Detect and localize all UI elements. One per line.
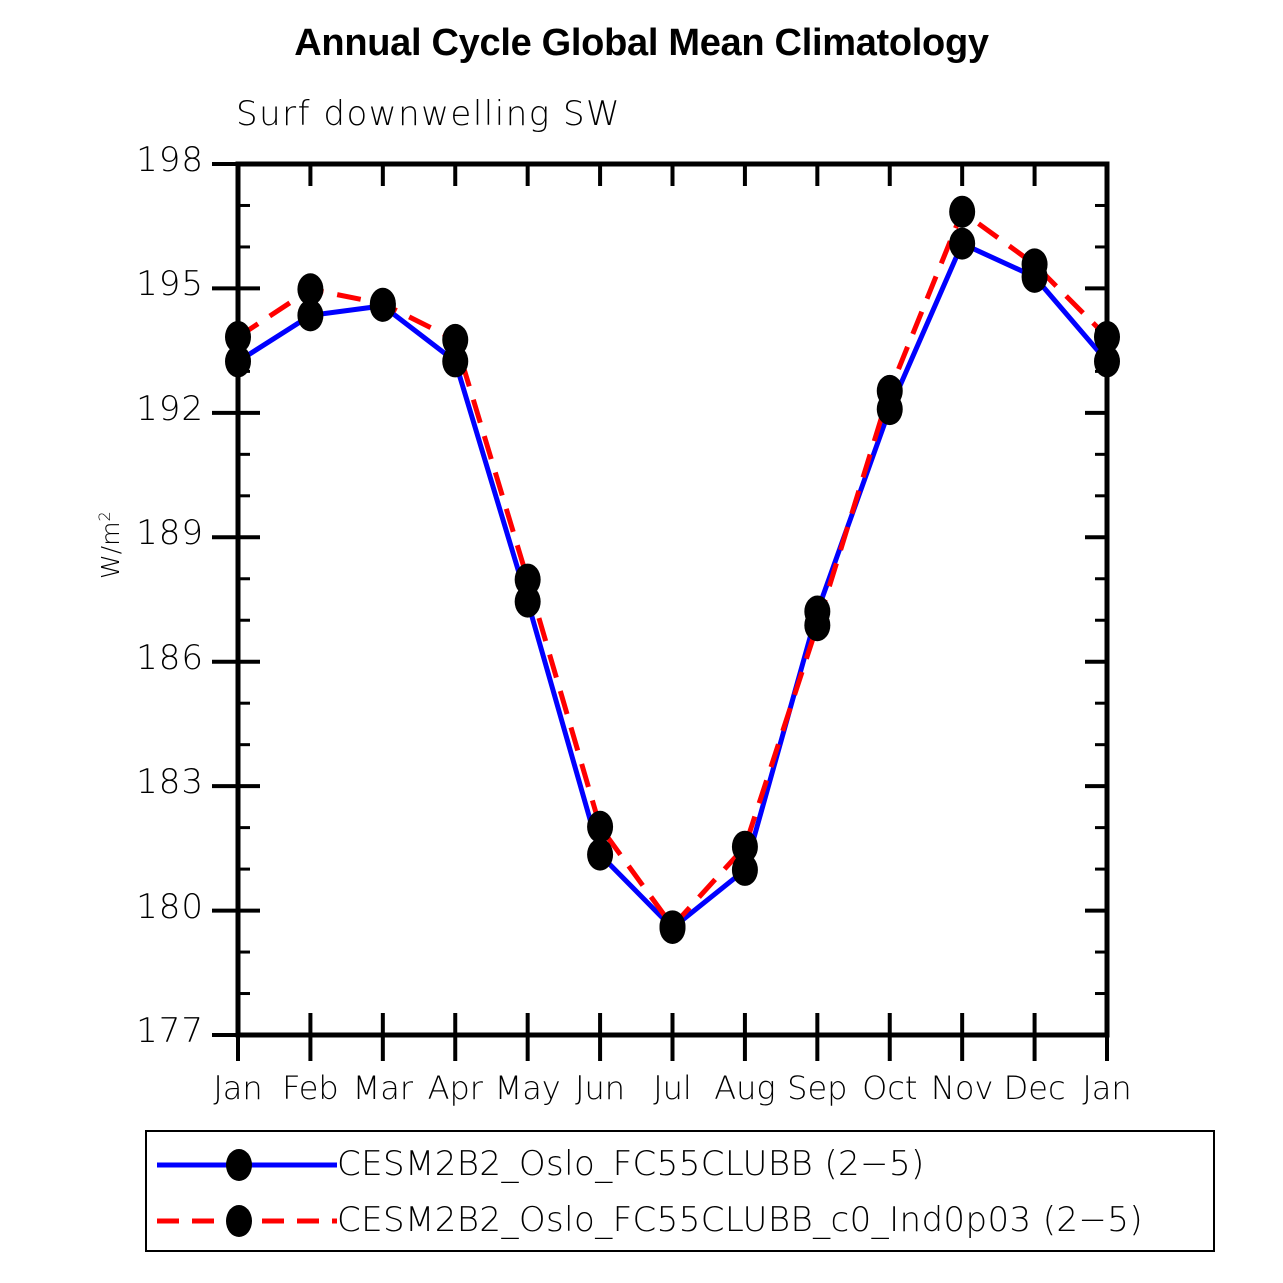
data-point xyxy=(1021,248,1048,281)
y-tick-label: 180 xyxy=(136,886,204,927)
legend: CESM2B2_Oslo_FC55CLUBB (2−5) CESM2B2_Osl… xyxy=(145,1130,1215,1252)
series-line-1 xyxy=(236,207,1109,931)
y-tick-label: 192 xyxy=(136,388,204,429)
data-point xyxy=(442,323,469,356)
data-point xyxy=(587,810,614,843)
y-tick-label: 186 xyxy=(136,637,204,678)
x-tick-label: Jan xyxy=(213,1069,263,1107)
legend-label-0: CESM2B2_Oslo_FC55CLUBB (2−5) xyxy=(337,1144,925,1184)
y-tick-label: 195 xyxy=(136,264,204,305)
y-tick-label: 198 xyxy=(136,140,204,180)
x-tick-label: Jan xyxy=(1082,1069,1132,1107)
data-point xyxy=(587,838,614,871)
data-point xyxy=(876,374,903,407)
legend-item-0[interactable]: CESM2B2_Oslo_FC55CLUBB (2−5) xyxy=(147,1136,1213,1194)
legend-item-1[interactable]: CESM2B2_Oslo_FC55CLUBB_c0_Ind0p03 (2−5) xyxy=(147,1192,1213,1250)
data-point xyxy=(225,320,251,353)
y-tick-label: 183 xyxy=(136,762,204,803)
legend-label-1: CESM2B2_Oslo_FC55CLUBB_c0_Ind0p03 (2−5) xyxy=(337,1200,1144,1240)
data-point xyxy=(659,910,686,943)
data-point xyxy=(804,609,831,642)
series-line-0 xyxy=(236,240,1109,932)
series-markers xyxy=(225,195,1120,944)
legend-swatch-1 xyxy=(157,1205,337,1237)
data-point xyxy=(297,299,324,332)
axis-frame-rect xyxy=(235,161,1110,1038)
x-tick-label: Oct xyxy=(862,1069,918,1107)
x-tick-label: Mar xyxy=(352,1069,414,1107)
data-point xyxy=(949,227,976,260)
data-point xyxy=(225,345,251,378)
x-tick-label: Aug xyxy=(714,1069,776,1107)
x-tick-label: Apr xyxy=(427,1069,483,1107)
y-tick-label: 177 xyxy=(136,1011,204,1051)
data-point xyxy=(369,287,396,320)
x-tick-label: Nov xyxy=(930,1069,994,1107)
data-point xyxy=(731,830,758,863)
page-title: Annual Cycle Global Mean Climatology xyxy=(294,22,989,64)
x-tick-label: Jun xyxy=(575,1069,626,1107)
data-point xyxy=(949,195,976,228)
series-lines xyxy=(236,207,1109,932)
chart-subtitle: Surf downwelling SW xyxy=(236,94,622,134)
y-tick-label: 189 xyxy=(136,513,204,554)
tick-marks xyxy=(212,162,1109,1061)
data-point xyxy=(1094,320,1120,353)
x-tick-label: Feb xyxy=(282,1069,339,1107)
legend-swatch-0 xyxy=(157,1149,337,1181)
data-point xyxy=(731,853,758,886)
axis-frame xyxy=(235,161,1110,1038)
x-tick-label: Dec xyxy=(1003,1069,1066,1107)
x-tick-label: May xyxy=(494,1069,561,1107)
data-point xyxy=(514,585,541,618)
x-tick-label: Jul xyxy=(653,1069,692,1107)
data-point xyxy=(297,273,324,306)
x-tick-label: Sep xyxy=(787,1069,848,1107)
data-point xyxy=(514,563,541,596)
data-point xyxy=(1094,345,1120,378)
